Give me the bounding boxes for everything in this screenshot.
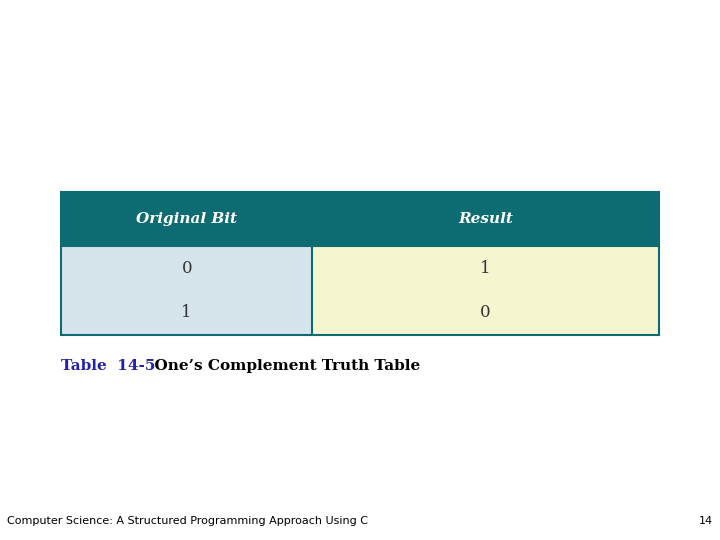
Text: Result: Result	[458, 212, 513, 226]
Text: 0: 0	[480, 304, 491, 321]
Text: Original Bit: Original Bit	[136, 212, 237, 226]
Text: 14: 14	[698, 516, 713, 526]
Text: 0: 0	[181, 260, 192, 277]
Text: 1: 1	[181, 304, 192, 321]
Text: Computer Science: A Structured Programming Approach Using C: Computer Science: A Structured Programmi…	[7, 516, 368, 526]
Text: Table  14-5: Table 14-5	[61, 359, 156, 373]
Text: One’s Complement Truth Table: One’s Complement Truth Table	[144, 359, 420, 373]
FancyBboxPatch shape	[61, 192, 659, 246]
FancyBboxPatch shape	[61, 246, 312, 335]
FancyBboxPatch shape	[312, 246, 659, 335]
Text: 1: 1	[480, 260, 491, 277]
